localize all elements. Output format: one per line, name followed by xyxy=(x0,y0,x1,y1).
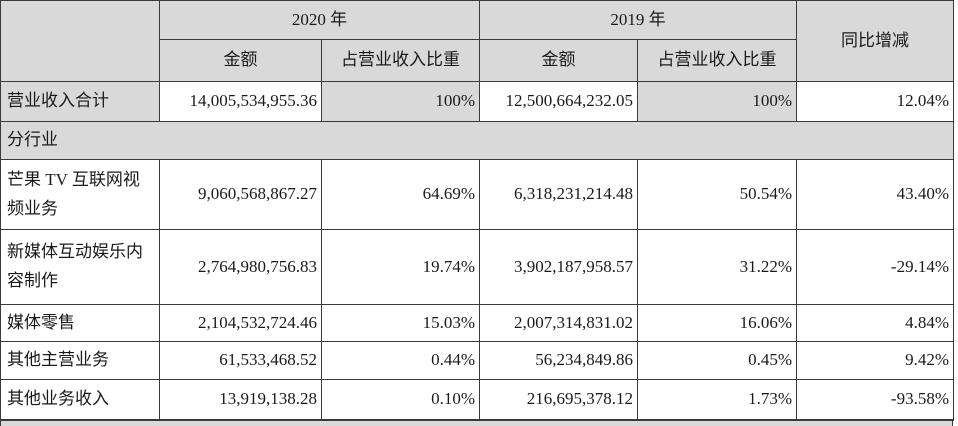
cell-amount-2020: 2,764,980,756.83 xyxy=(159,229,322,305)
cell-amount-2019: 3,902,187,958.57 xyxy=(479,229,638,305)
next-section-row-partial xyxy=(0,420,953,426)
table-body: 营业收入合计 14,005,534,955.36 100% 12,500,664,23… xyxy=(0,81,954,421)
cell-yoy-change: -93.58% xyxy=(796,379,954,421)
row-label: 营业收入合计 xyxy=(0,81,160,122)
table-row: 其他业务收入 13,919,138.28 0.10% 216,695,378.12 1.… xyxy=(0,379,954,421)
table-row: 新媒体互动娱乐内容制作 2,764,980,756.83 19.74% 3,902,1… xyxy=(0,229,954,305)
cell-yoy-change: 43.40% xyxy=(796,159,954,230)
cell-ratio-2020: 64.69% xyxy=(321,159,480,230)
cell-ratio-2020: 100% xyxy=(321,81,480,122)
cell-ratio-2020: 0.10% xyxy=(321,379,480,421)
cell-amount-2020: 61,533,468.52 xyxy=(159,341,322,380)
cell-amount-2020: 9,060,568,867.27 xyxy=(159,159,322,230)
table-row: 芒果 TV 互联网视频业务 9,060,568,867.27 64.69% 6,318… xyxy=(0,159,954,230)
cell-amount-2019: 6,318,231,214.48 xyxy=(479,159,638,230)
row-label: 其他业务收入 xyxy=(0,379,160,421)
cell-ratio-2019: 1.73% xyxy=(637,379,797,421)
row-label: 其他主营业务 xyxy=(0,341,160,380)
cell-yoy-change: 9.42% xyxy=(796,341,954,380)
cell-yoy-change: 12.04% xyxy=(796,81,954,122)
header-yoy: 同比增减 xyxy=(796,0,954,82)
cell-amount-2020: 14,005,534,955.36 xyxy=(159,81,322,122)
cell-amount-2020: 13,919,138.28 xyxy=(159,379,322,421)
header-row-years: 2020 年 2019 年 同比增减 xyxy=(0,0,954,82)
cell-ratio-2019: 16.06% xyxy=(637,304,797,342)
cell-yoy-change: 4.84% xyxy=(796,304,954,342)
cell-amount-2019: 2,007,314,831.02 xyxy=(479,304,638,342)
cell-ratio-2020: 0.44% xyxy=(321,341,480,380)
cell-amount-2019: 12,500,664,232.05 xyxy=(479,81,638,122)
cell-ratio-2019: 31.22% xyxy=(637,229,797,305)
table-row: 营业收入合计 14,005,534,955.36 100% 12,500,664,23… xyxy=(0,81,954,122)
header-ratio-2019: 占营业收入比重 xyxy=(637,39,797,82)
row-label: 芒果 TV 互联网视频业务 xyxy=(0,159,160,230)
cell-ratio-2020: 19.74% xyxy=(321,229,480,305)
section-header-row: 分行业 xyxy=(0,121,954,160)
table-row: 媒体零售 2,104,532,724.46 15.03% 2,007,314,831.… xyxy=(0,304,954,342)
cell-amount-2019: 56,234,849.86 xyxy=(479,341,638,380)
header-row-subcolumns: 金额 占营业收入比重 金额 占营业收入比重 xyxy=(1,39,954,82)
cell-amount-2019: 216,695,378.12 xyxy=(479,379,638,421)
header-year-2020: 2020 年 xyxy=(159,0,480,40)
cell-ratio-2019: 50.54% xyxy=(637,159,797,230)
header-amount-2020: 金额 xyxy=(159,39,322,82)
header-ratio-2020: 占营业收入比重 xyxy=(321,39,480,82)
table-header: 2020 年 2019 年 同比增减 金额 占营业收入比重 金额 占营业收入比重 xyxy=(0,0,954,82)
header-corner-cell xyxy=(0,0,160,82)
cell-ratio-2019: 0.45% xyxy=(637,341,797,380)
cell-amount-2020: 2,104,532,724.46 xyxy=(159,304,322,342)
cell-ratio-2019: 100% xyxy=(637,81,797,122)
cell-yoy-change: -29.14% xyxy=(796,229,954,305)
row-label: 媒体零售 xyxy=(0,304,160,342)
section-label: 分行业 xyxy=(0,121,954,160)
table-row: 其他主营业务 61,533,468.52 0.44% 56,234,849.86 0.4… xyxy=(0,341,954,380)
header-amount-2019: 金额 xyxy=(479,39,638,82)
row-label: 新媒体互动娱乐内容制作 xyxy=(0,229,160,305)
cell-ratio-2020: 15.03% xyxy=(321,304,480,342)
header-year-2019: 2019 年 xyxy=(479,0,797,40)
